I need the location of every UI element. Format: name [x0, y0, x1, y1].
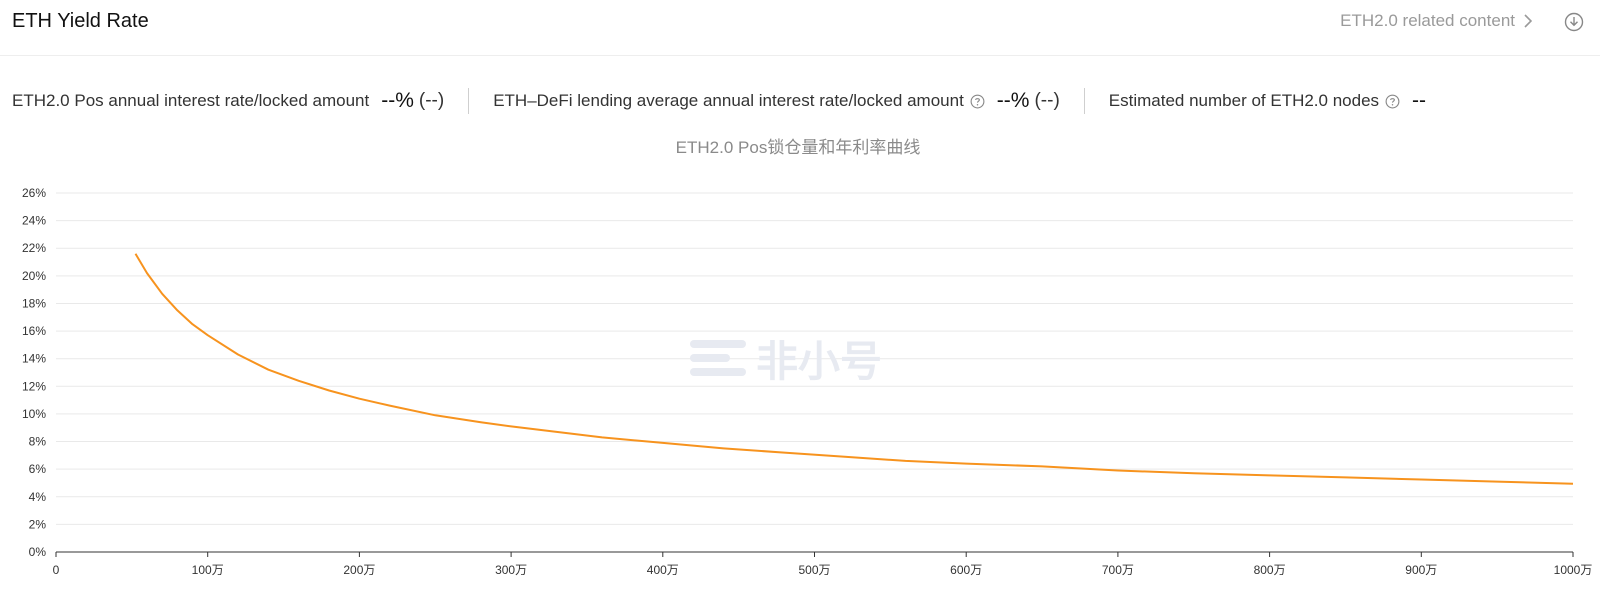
- stat-sub: (--): [1034, 90, 1060, 111]
- related-content-link[interactable]: ETH2.0 related content: [1340, 11, 1532, 31]
- yield-chart[interactable]: ETH2.0 Pos锁仓量和年利率曲线 非小号 0% 2% 4% 6% 8% 10% 12%…: [0, 130, 1600, 602]
- x-tick-label: 300万: [495, 563, 527, 577]
- x-tick-label: 700万: [1102, 563, 1134, 577]
- x-axis: 0 100万 200万 300万 400万 500万 600万 700万 800万 900万 100…: [53, 551, 1593, 577]
- watermark-logo-bar: [690, 368, 746, 376]
- y-tick-label: 24%: [22, 214, 46, 228]
- stat-sub: (--): [418, 90, 445, 111]
- y-tick-label: 20%: [22, 269, 46, 283]
- series-layer: [134, 253, 1574, 485]
- related-content-label: ETH2.0 related content: [1340, 11, 1515, 30]
- grid: [56, 192, 1573, 525]
- stats-bar: ETH2.0 Pos annual interest rate/locked a…: [12, 86, 1426, 116]
- chart-title: ETH2.0 Pos锁仓量和年利率曲线: [676, 138, 921, 157]
- page-title: ETH Yield Rate: [12, 10, 149, 32]
- stat-node-count: Estimated number of ETH2.0 nodes --: [1109, 89, 1426, 113]
- x-tick-label: 0: [53, 563, 60, 577]
- page-header: ETH Yield Rate ETH2.0 related content: [0, 0, 1600, 56]
- stat-pos-rate: ETH2.0 Pos annual interest rate/locked a…: [12, 89, 444, 113]
- y-tick-label: 4%: [29, 490, 47, 504]
- stat-label: ETH2.0 Pos annual interest rate/locked a…: [12, 91, 370, 110]
- y-tick-label: 22%: [22, 241, 46, 255]
- x-tick-label: 800万: [1254, 563, 1286, 577]
- y-tick-label: 12%: [22, 379, 46, 393]
- stat-value: --: [1412, 89, 1427, 112]
- help-icon[interactable]: [970, 94, 985, 109]
- watermark-text: 非小号: [756, 337, 882, 386]
- x-tick-label: 1000万: [1554, 563, 1593, 577]
- x-tick-label: 200万: [343, 563, 375, 577]
- series-line: [134, 253, 1574, 485]
- y-tick-label: 6%: [29, 462, 47, 476]
- y-tick-label: 8%: [29, 435, 47, 449]
- y-tick-label: 0%: [29, 545, 47, 559]
- x-tick-label: 900万: [1405, 563, 1437, 577]
- y-axis: 0% 2% 4% 6% 8% 10% 12% 14% 16% 18% 20% 22% 24% 26%: [22, 186, 46, 559]
- download-icon[interactable]: [1564, 12, 1584, 32]
- divider: [468, 88, 470, 114]
- y-tick-label: 18%: [22, 296, 46, 310]
- divider: [1083, 88, 1085, 114]
- x-tick-label: 600万: [950, 563, 982, 577]
- x-tick-label: 400万: [647, 563, 679, 577]
- watermark-logo-bar: [690, 340, 746, 348]
- chart-container: ETH2.0 Pos锁仓量和年利率曲线 非小号 0% 2% 4% 6% 8% 10% 12%…: [0, 130, 1600, 602]
- stat-value: --%: [381, 89, 414, 112]
- y-tick-label: 26%: [22, 186, 46, 200]
- watermark-logo-bar: [690, 354, 730, 362]
- stat-value: --%: [996, 89, 1030, 112]
- stat-label: ETH–DeFi lending average annual interest…: [493, 91, 964, 110]
- y-tick-label: 2%: [29, 517, 47, 531]
- y-tick-label: 14%: [22, 352, 46, 366]
- help-icon[interactable]: [1385, 94, 1400, 109]
- watermark: 非小号: [690, 337, 882, 386]
- stat-defi-rate: ETH–DeFi lending average annual interest…: [493, 89, 1060, 113]
- chevron-right-icon: [1524, 14, 1532, 28]
- y-tick-label: 10%: [22, 407, 46, 421]
- stat-label: Estimated number of ETH2.0 nodes: [1108, 91, 1380, 110]
- x-tick-label: 100万: [192, 563, 224, 577]
- y-tick-label: 16%: [22, 324, 46, 338]
- x-tick-label: 500万: [798, 563, 830, 577]
